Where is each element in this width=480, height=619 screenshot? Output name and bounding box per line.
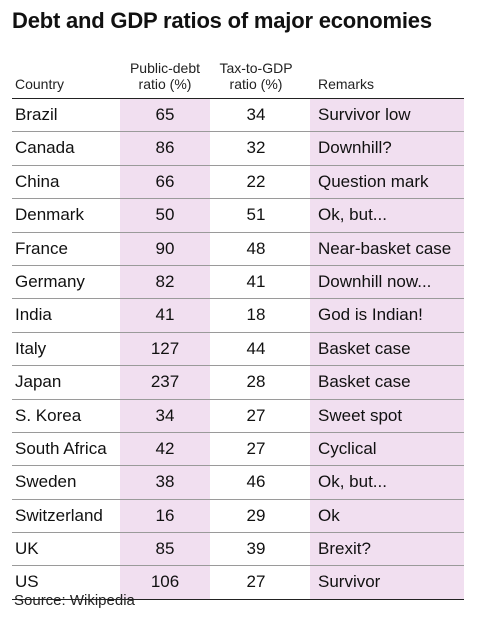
cell-public-debt: 16 xyxy=(155,505,175,525)
cell-country: Brazil xyxy=(15,105,58,124)
chart-title: Debt and GDP ratios of major economies xyxy=(12,8,432,33)
cell-public-debt: 38 xyxy=(155,472,175,492)
cell-remarks: Downhill now... xyxy=(318,271,432,291)
cell-public-debt: 86 xyxy=(155,138,175,158)
header-debt-line-2: ratio (%) xyxy=(138,76,192,92)
cell-tax-to-gdp: 32 xyxy=(246,138,266,158)
cell-remarks: Survivor low xyxy=(318,105,411,124)
table-row: US 106 27 Survivor xyxy=(12,566,464,600)
table-body: Brazil 65 34 Survivor low Canada 86 32 Downhill… xyxy=(12,99,464,600)
data-table: Country Public-debt ratio (%) Tax-to-GDP… xyxy=(12,56,464,600)
cell-tax-to-gdp: 48 xyxy=(246,238,266,258)
header-public-debt-ratio: Public-debt ratio (%) xyxy=(120,60,210,92)
cell-tax-to-gdp: 46 xyxy=(246,472,266,492)
cell-tax-to-gdp: 29 xyxy=(246,505,266,525)
cell-tax-to-gdp: 41 xyxy=(246,271,266,291)
cell-remarks: God is Indian! xyxy=(318,305,423,325)
cell-country: UK xyxy=(15,539,39,559)
cell-remarks: Near-basket case xyxy=(318,238,452,258)
cell-country: Switzerland xyxy=(15,505,103,525)
cell-country: China xyxy=(15,171,60,191)
table-row: South Africa 42 27 Cyclical xyxy=(12,433,464,467)
table-row: Germany 82 41 Downhill now... xyxy=(12,266,464,300)
cell-country: Japan xyxy=(15,372,62,392)
cell-public-debt: 42 xyxy=(155,438,175,458)
cell-tax-to-gdp: 34 xyxy=(246,105,266,124)
table-row: Sweden 38 46 Ok, but... xyxy=(12,466,464,500)
cell-country: Italy xyxy=(15,338,47,358)
header-debt-line-1: Public-debt xyxy=(129,60,201,76)
header-tax-to-gdp-ratio: Tax-to-GDP ratio (%) xyxy=(210,60,302,92)
cell-country: India xyxy=(15,305,52,325)
cell-tax-to-gdp: 27 xyxy=(246,572,266,592)
cell-country: US xyxy=(15,572,39,592)
cell-tax-to-gdp: 18 xyxy=(246,305,266,325)
table-row: Denmark 50 51 Ok, but... xyxy=(12,199,464,233)
cell-tax-to-gdp: 44 xyxy=(246,338,266,358)
header-tax-line-1: Tax-to-GDP xyxy=(219,60,293,76)
cell-country: Germany xyxy=(15,271,85,291)
cell-remarks: Question mark xyxy=(318,171,429,191)
debt-column-highlight xyxy=(120,99,210,600)
cell-country: Sweden xyxy=(15,472,77,492)
cell-public-debt: 90 xyxy=(155,238,175,258)
table-header: Country Public-debt ratio (%) Tax-to-GDP… xyxy=(12,56,464,99)
table-row: S. Korea 34 27 Sweet spot xyxy=(12,400,464,433)
cell-public-debt: 127 xyxy=(150,338,180,358)
cell-public-debt: 65 xyxy=(155,105,175,124)
cell-country: Denmark xyxy=(15,205,84,225)
cell-public-debt: 85 xyxy=(155,539,175,559)
cell-public-debt: 50 xyxy=(155,205,175,225)
cell-tax-to-gdp: 27 xyxy=(246,438,266,458)
cell-remarks: Cyclical xyxy=(318,438,377,458)
cell-remarks: Basket case xyxy=(318,372,411,392)
cell-remarks: Downhill? xyxy=(318,138,392,158)
table-row: China 66 22 Question mark xyxy=(12,166,464,200)
cell-tax-to-gdp: 39 xyxy=(246,539,266,559)
table-row: India 41 18 God is Indian! xyxy=(12,299,464,333)
cell-tax-to-gdp: 27 xyxy=(246,405,266,425)
table-row: Brazil 65 34 Survivor low xyxy=(12,99,464,133)
cell-remarks: Ok, but... xyxy=(318,205,387,225)
cell-remarks: Survivor xyxy=(318,572,381,592)
cell-public-debt: 237 xyxy=(150,372,180,392)
cell-tax-to-gdp: 22 xyxy=(246,171,266,191)
cell-public-debt: 34 xyxy=(155,405,175,425)
table-row: Japan 237 28 Basket case xyxy=(12,366,464,400)
table-row: Italy 127 44 Basket case xyxy=(12,333,464,367)
cell-remarks: Brexit? xyxy=(318,539,371,559)
cell-remarks: Sweet spot xyxy=(318,405,403,425)
cell-public-debt: 66 xyxy=(155,171,175,191)
cell-remarks: Basket case xyxy=(318,338,411,358)
source-note: Source: Wikipedia xyxy=(14,592,135,609)
header-country: Country xyxy=(15,76,64,92)
table-row: France 90 48 Near-basket case xyxy=(12,233,464,266)
cell-tax-to-gdp: 51 xyxy=(246,205,266,225)
cell-public-debt: 82 xyxy=(155,271,175,291)
table-row: UK 85 39 Brexit? xyxy=(12,533,464,567)
cell-country: France xyxy=(15,238,68,258)
header-tax-line-2: ratio (%) xyxy=(229,76,283,92)
cell-country: Canada xyxy=(15,138,75,158)
cell-remarks: Ok xyxy=(318,505,340,525)
cell-country: South Africa xyxy=(15,438,107,458)
table-row: Canada 86 32 Downhill? xyxy=(12,132,464,166)
header-remarks-line-1: Remarks xyxy=(318,76,375,92)
cell-public-debt: 41 xyxy=(155,305,175,325)
cell-country: S. Korea xyxy=(15,405,82,425)
cell-tax-to-gdp: 28 xyxy=(246,372,266,392)
table-row: Switzerland 16 29 Ok xyxy=(12,500,464,534)
remarks-column-highlight xyxy=(310,99,464,600)
header-country-line-1: Country xyxy=(15,76,65,92)
cell-public-debt: 106 xyxy=(150,572,180,592)
header-remarks: Remarks xyxy=(318,76,374,92)
cell-remarks: Ok, but... xyxy=(318,472,387,492)
